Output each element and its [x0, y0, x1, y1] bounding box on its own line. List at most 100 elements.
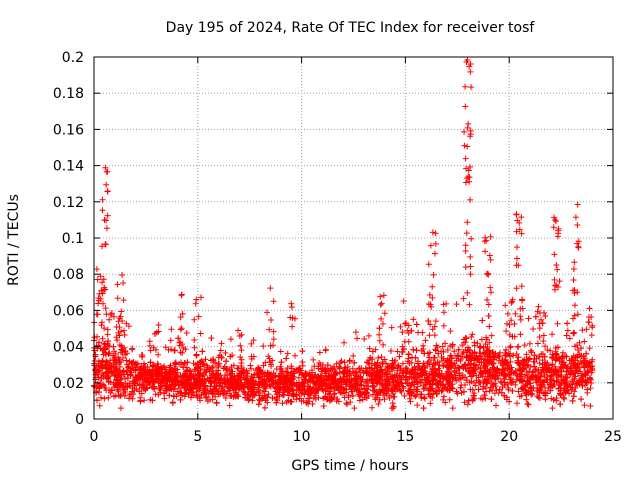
data-point: [571, 259, 578, 266]
data-point: [121, 331, 128, 338]
data-point: [222, 379, 229, 386]
data-point: [587, 402, 594, 409]
data-point: [235, 327, 242, 334]
data-point: [191, 316, 198, 323]
data-point: [495, 353, 502, 360]
y-tick-label: 0.08: [53, 267, 84, 283]
data-point: [105, 350, 112, 357]
data-point: [105, 394, 112, 401]
data-point: [104, 188, 111, 195]
data-point: [433, 391, 440, 398]
data-point: [278, 359, 285, 366]
data-point: [524, 377, 531, 384]
data-point: [458, 382, 465, 389]
data-point: [484, 296, 491, 303]
data-point: [481, 392, 488, 399]
data-point: [434, 359, 441, 366]
data-point: [191, 344, 198, 351]
data-point: [491, 376, 498, 383]
data-point: [558, 379, 565, 386]
data-point: [301, 391, 308, 398]
data-point: [209, 363, 216, 370]
data-point: [459, 351, 466, 358]
data-point: [515, 388, 522, 395]
data-point: [538, 383, 545, 390]
data-point: [399, 348, 406, 355]
data-point: [117, 392, 124, 399]
data-point: [477, 395, 484, 402]
data-point: [482, 362, 489, 369]
data-point: [398, 388, 405, 395]
data-point: [185, 374, 192, 381]
data-point: [106, 316, 113, 323]
data-point: [216, 360, 223, 367]
data-point: [299, 348, 306, 355]
data-point: [574, 289, 581, 296]
data-point: [554, 266, 561, 273]
data-point: [261, 370, 268, 377]
data-point: [247, 365, 254, 372]
data-point: [484, 369, 491, 376]
data-point: [435, 365, 442, 372]
data-point: [411, 375, 418, 382]
data-point: [523, 368, 530, 375]
data-point: [317, 361, 324, 368]
data-point: [363, 390, 370, 397]
data-point: [444, 347, 451, 354]
data-point: [440, 382, 447, 389]
data-point: [178, 392, 185, 399]
data-point: [332, 369, 339, 376]
data-point: [572, 343, 579, 350]
data-point: [194, 365, 201, 372]
data-point: [452, 374, 459, 381]
data-point: [574, 201, 581, 208]
data-point: [273, 394, 280, 401]
data-point: [227, 353, 234, 360]
data-point: [179, 341, 186, 348]
data-point: [141, 360, 148, 367]
data-point: [353, 387, 360, 394]
data-point: [103, 217, 110, 224]
data-point: [503, 328, 510, 335]
data-point: [575, 243, 582, 250]
data-point: [554, 320, 561, 327]
data-point: [336, 365, 343, 372]
data-point: [376, 337, 383, 344]
data-point: [256, 397, 263, 404]
data-point: [349, 365, 356, 372]
data-point: [216, 377, 223, 384]
data-point: [254, 370, 261, 377]
data-point: [218, 385, 225, 392]
data-point: [487, 289, 494, 296]
data-point: [379, 386, 386, 393]
data-point: [192, 361, 199, 368]
data-point: [354, 335, 361, 342]
data-point: [238, 383, 245, 390]
data-point: [541, 361, 548, 368]
data-point: [299, 382, 306, 389]
data-point: [211, 383, 218, 390]
data-point: [512, 310, 519, 317]
data-point: [267, 361, 274, 368]
data-point: [223, 366, 230, 373]
data-point: [122, 348, 129, 355]
data-point: [251, 388, 258, 395]
data-point: [147, 369, 154, 376]
data-point: [451, 367, 458, 374]
data-point: [411, 364, 418, 371]
data-point: [309, 400, 316, 407]
data-point: [183, 329, 190, 336]
x-tick-label: 25: [604, 429, 622, 445]
data-point: [518, 392, 525, 399]
data-point: [490, 360, 497, 367]
data-point: [386, 395, 393, 402]
data-point: [226, 402, 233, 409]
data-point: [539, 366, 546, 373]
data-point: [399, 383, 406, 390]
data-point: [288, 398, 295, 405]
data-point: [167, 368, 174, 375]
data-point: [514, 400, 521, 407]
data-point: [365, 332, 372, 339]
data-point: [574, 347, 581, 354]
data-point: [503, 320, 510, 327]
